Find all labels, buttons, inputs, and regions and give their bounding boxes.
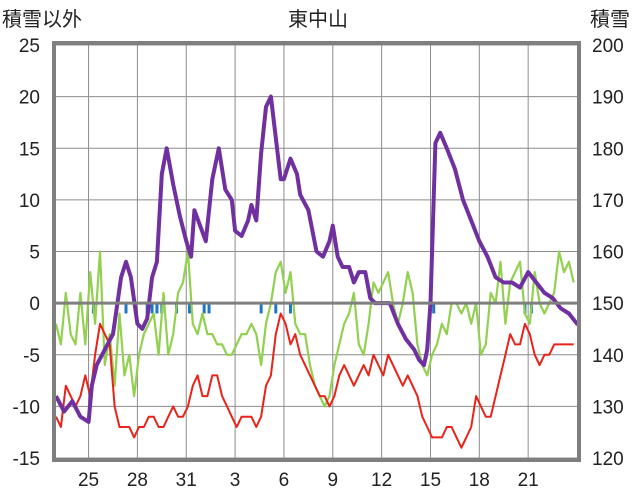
x-tick-label: 31: [176, 470, 197, 491]
right-axis-label: 積雪: [590, 7, 630, 31]
left-tick-label: -15: [13, 449, 40, 470]
precip-bar: [274, 303, 278, 314]
left-tick-label: 5: [29, 243, 40, 264]
x-tick-label: 28: [127, 470, 148, 491]
precip-bar: [124, 303, 128, 314]
right-tick-label: 170: [592, 191, 624, 212]
right-tick-label: 150: [592, 294, 624, 315]
series-line-red: [55, 312, 574, 449]
left-tick-label: 10: [19, 191, 40, 212]
series-layer: [54, 94, 579, 449]
right-tick-label: 200: [592, 36, 624, 57]
precip-bar: [288, 303, 292, 314]
right-tick-label: 190: [592, 88, 624, 109]
precip-bar: [259, 303, 263, 314]
precip-bar: [188, 303, 192, 314]
x-tick-label: 9: [327, 470, 338, 491]
right-tick-label: 180: [592, 139, 624, 160]
right-tick-label: 130: [592, 397, 624, 418]
right-tick-label: 140: [592, 346, 624, 367]
precip-bar: [207, 303, 211, 314]
left-axis-ticks: 25 20 15 10 5 0 -5 -10 -15: [13, 36, 40, 470]
left-tick-label: 25: [19, 36, 40, 57]
precip-bar: [155, 303, 159, 314]
right-tick-label: 160: [592, 243, 624, 264]
precip-bar: [150, 303, 154, 314]
x-tick-label: 6: [279, 470, 290, 491]
left-tick-label: 0: [29, 294, 40, 315]
x-tick-label: 3: [230, 470, 241, 491]
x-tick-label: 21: [518, 470, 539, 491]
left-tick-label: -5: [23, 346, 40, 367]
x-axis-ticks: 25 28 31 3 6 9 12 15 18 21: [78, 470, 539, 491]
precip-bar: [202, 303, 206, 314]
left-axis-label: 積雪以外: [2, 7, 82, 31]
chart-title: 東中山: [288, 7, 348, 31]
x-tick-label: 18: [469, 470, 490, 491]
plot-frame: [52, 41, 581, 462]
right-axis-ticks: 200 190 180 170 160 150 140 130 120: [592, 36, 624, 470]
series-line-snow: [54, 94, 579, 424]
right-tick-label: 120: [592, 449, 624, 470]
x-tick-label: 12: [371, 470, 392, 491]
left-tick-label: 15: [19, 139, 40, 160]
left-tick-label: -10: [13, 397, 40, 418]
precip-bar: [432, 303, 436, 314]
left-tick-label: 20: [19, 88, 40, 109]
x-tick-label: 25: [78, 470, 99, 491]
x-tick-label: 15: [420, 470, 441, 491]
